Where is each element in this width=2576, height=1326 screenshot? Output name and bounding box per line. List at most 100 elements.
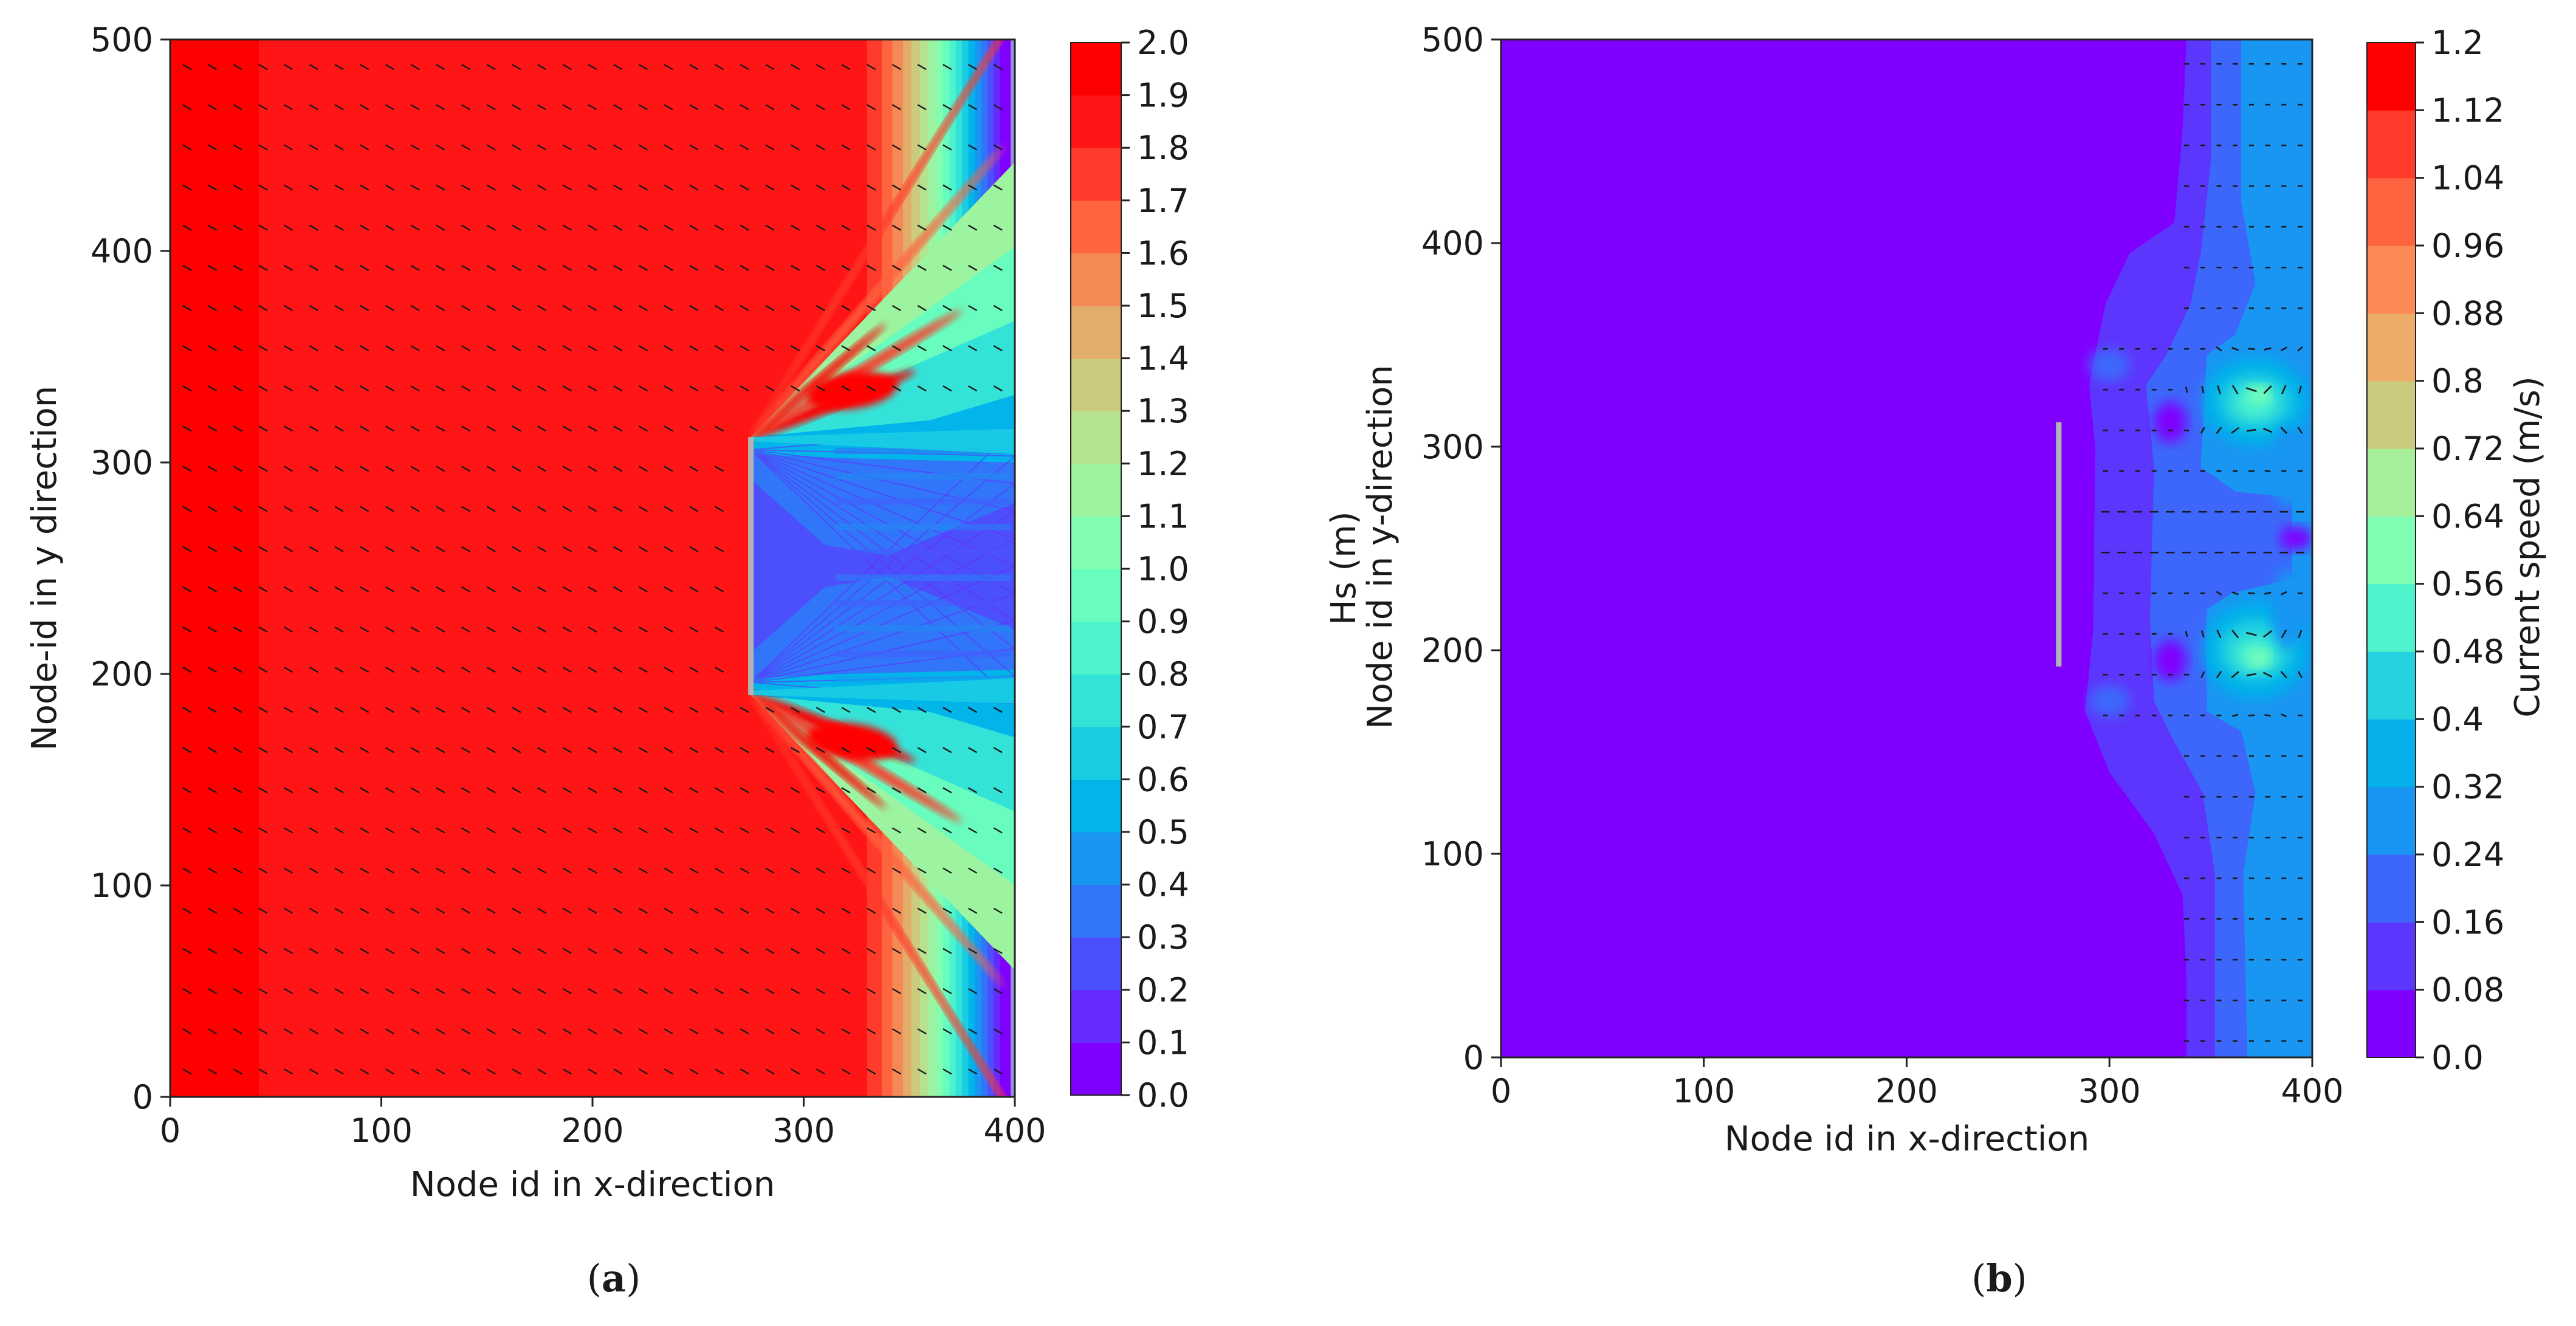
x-tick-label: 400 [983,1111,1046,1150]
wave-arrow [765,988,775,995]
y-tick-label: 200 [1421,631,1484,670]
wave-arrow [638,184,648,191]
wave-arrow [867,385,876,392]
wave-arrow [993,827,1003,834]
wave-arrow [664,506,673,512]
wave-arrow [512,304,521,312]
current-arrow [2216,385,2221,394]
wave-arrow [512,506,521,512]
wave-arrow [486,465,496,472]
wave-arrow [740,144,749,151]
wave-arrow [182,144,192,151]
wave-arrow [537,907,547,914]
wave-arrow [360,626,369,633]
wave-arrow [588,144,597,151]
wave-arrow [791,144,800,151]
wave-arrow [740,867,749,874]
wave-height-field [170,40,1015,1097]
wave-arrow [360,144,369,151]
wave-arrow [436,666,445,673]
wave-arrow [461,144,471,151]
wave-arrow [714,1068,724,1075]
colorbar-tick-label: 0.48 [2431,633,2504,671]
wave-arrow [233,264,242,271]
colorbar-segment [2367,177,2416,246]
wave-arrow [233,988,242,995]
wave-arrow [562,626,572,633]
wave-arrow [436,787,445,794]
wave-arrow [385,947,394,954]
x-tick-label: 100 [350,1111,413,1150]
wave-arrow [461,345,471,352]
colorbar-tick-label: 0.64 [2431,497,2504,535]
colorbar-tick-label: 0.4 [1137,866,1189,904]
wave-arrow [410,104,420,111]
wave-arrow [765,345,775,352]
wave-arrow [512,224,521,231]
wave-arrow [588,385,597,392]
wave-arrow [436,385,445,392]
wave-arrow [385,144,394,151]
wave-arrow [993,947,1003,954]
wave-arrow [233,787,242,794]
wave-arrow [385,425,394,432]
wave-arrow [891,64,901,70]
wave-arrow [309,626,318,633]
colorbar-tick-label: 1.1 [1137,497,1189,535]
wave-arrow [588,666,597,673]
y-tick-label: 400 [91,232,153,270]
wave-arrow [334,64,344,70]
wave-arrow [638,747,648,754]
panel-a-wave-height: 0 100 200 300 400 0 100 200 300 400 500 Node id in… [25,21,1364,1300]
wave-arrow [740,707,749,713]
current-arrow [2216,346,2222,352]
wave-arrow [664,104,673,111]
wave-arrow [284,666,294,673]
wave-arrow [689,465,699,472]
wave-arrow [562,345,572,352]
wave-arrow [714,827,724,834]
wave-arrow [943,144,952,151]
wave-arrow [182,827,192,834]
wave-arrow [385,345,394,352]
wave-arrow [714,144,724,151]
wave-arrow [841,907,851,914]
wave-arrow [638,546,648,552]
shadow-fringe [835,574,1011,581]
wave-arrow [334,787,344,794]
wave-arrow [182,988,192,995]
wave-arrow [993,224,1003,231]
diffraction-ray [750,510,1015,683]
wave-arrow [309,988,318,995]
wave-arrow [182,1068,192,1075]
current-arrow [2262,427,2273,433]
wave-arrow [309,304,318,312]
wave-arrow [613,104,623,111]
wave-arrow [765,64,775,70]
wave-arrow [714,626,724,633]
wave-arrow [461,947,471,954]
wave-arrow [258,506,268,512]
wave-arrow [284,1028,294,1035]
wave-arrow [182,264,192,271]
colorbar-tick-label: 0.96 [2431,227,2504,265]
wave-arrow [385,988,394,995]
wave-arrow [207,385,218,392]
wave-arrow [182,586,192,593]
wave-arrow [410,64,420,70]
wave-arrow [385,184,394,191]
wave-arrow [841,385,851,392]
wave-arrow [562,907,572,914]
current-arrow [2298,385,2302,394]
wave-arrow [284,1068,294,1075]
colorbar-tick-label: 0.24 [2431,836,2504,874]
wave-arrow [638,465,648,472]
wave-arrow [461,586,471,593]
colorbar-frame [2366,42,2416,1058]
wave-arrow [182,1028,192,1035]
wave-arrow [613,425,623,432]
wave-arrow [410,184,420,191]
wave-arrow [689,224,699,231]
diffraction-ray [750,449,1015,622]
colorbar-segment [1071,148,1121,201]
